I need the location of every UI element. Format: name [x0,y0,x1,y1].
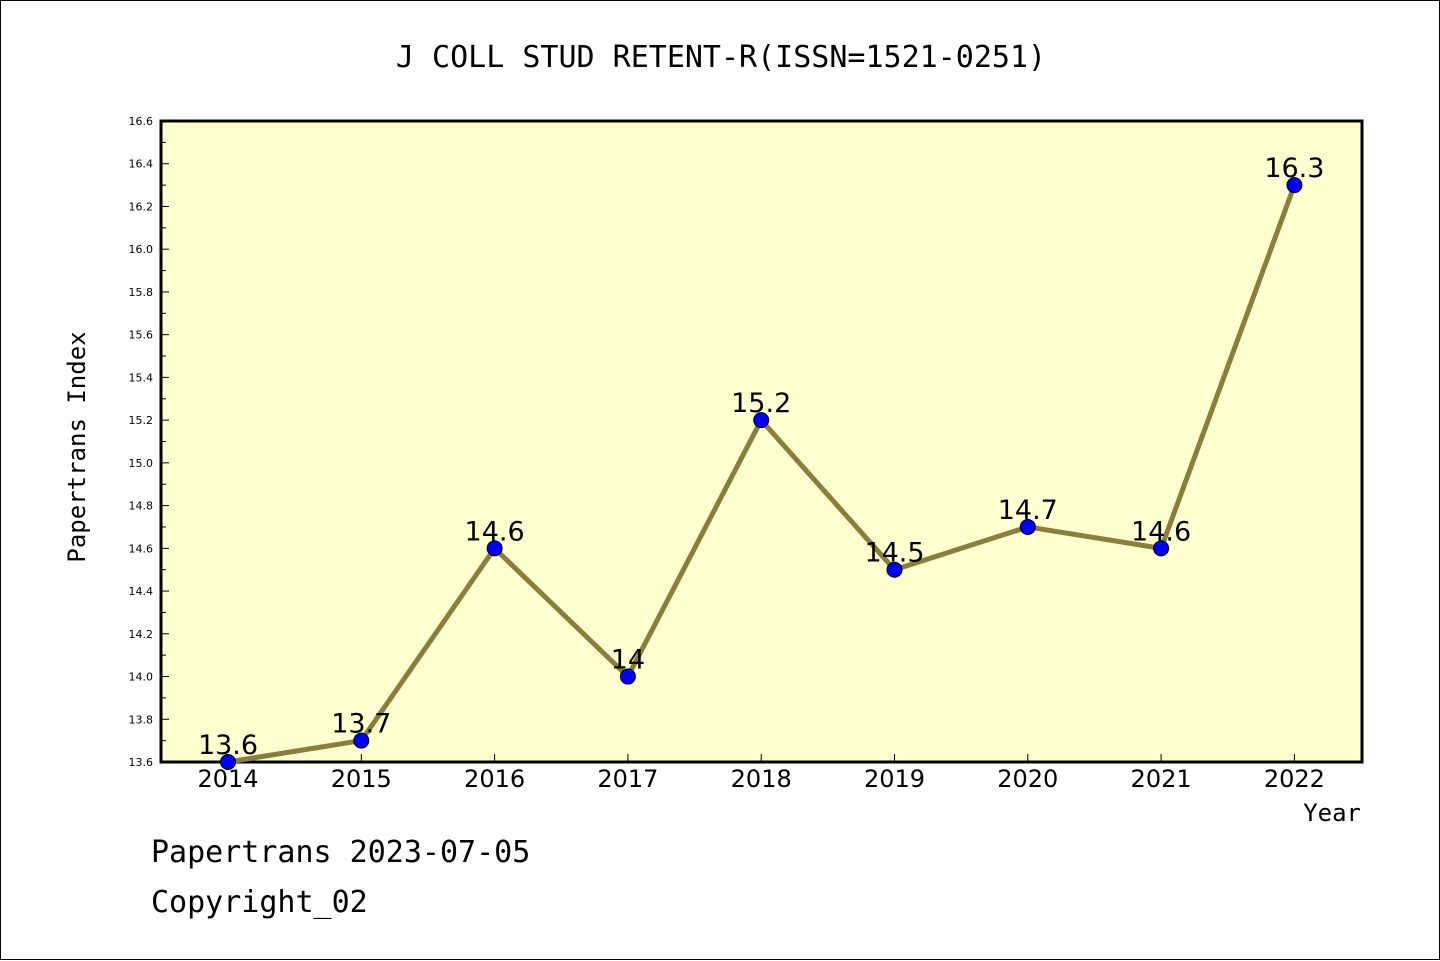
data-point [353,732,370,749]
y-tick-label: 15.2 [129,414,154,427]
data-point [486,540,503,557]
chart-title: J COLL STUD RETENT-R(ISSN=1521-0251) [396,40,1046,75]
data-label: 13.7 [331,709,391,740]
y-tick-label: 13.6 [129,756,154,769]
y-tick-label: 14.2 [129,628,154,641]
y-tick-label: 16.0 [129,243,154,256]
y-tick-label: 14.4 [129,585,154,598]
y-axis-ticks: 13.6 13.8 14.0 14.2 14.4 14.6 14.8 15.0 15.2 15.4… [129,115,169,769]
y-tick-label: 15.0 [129,457,154,470]
x-tick-label: 2015 [331,765,392,793]
x-tick-label: 2020 [997,765,1058,793]
data-label: 14 [611,645,645,676]
y-tick-label: 14.0 [129,671,154,684]
y-tick-label: 16.4 [129,158,154,171]
y-tick-label: 15.6 [129,329,154,342]
x-tick-label: 2017 [597,765,658,793]
data-label: 14.7 [998,495,1058,526]
data-label: 15.2 [731,388,791,419]
y-axis-label: Papertrans Index [63,331,91,562]
x-axis-ticks: 2014 2015 2016 2017 2018 2019 2020 2021 2022 [197,754,1325,793]
footer-credit: Papertrans 2023-07-05 [151,835,531,870]
data-point [1019,518,1036,535]
data-point [619,668,636,685]
data-label: 13.6 [198,730,258,761]
y-tick-label: 15.8 [129,286,154,299]
y-tick-label: 16.6 [129,115,154,128]
data-label: 14.5 [864,538,924,569]
data-point [886,561,903,578]
x-tick-label: 2018 [731,765,792,793]
data-label: 14.6 [1131,516,1191,547]
data-label: 14.6 [465,516,525,547]
y-tick-label: 14.8 [129,500,154,513]
x-tick-label: 2022 [1264,765,1325,793]
x-tick-label: 2016 [464,765,525,793]
y-tick-label: 14.6 [129,542,154,555]
data-point [1153,540,1170,557]
x-tick-label: 2019 [864,765,925,793]
series-layer: 13.6 13.7 14.6 14 15.2 14.5 14.7 14.6 16.3 [198,153,1324,770]
y-tick-label: 15.4 [129,371,154,384]
plot-area [159,119,1364,764]
y-tick-label: 13.8 [129,713,154,726]
data-point [1286,177,1303,194]
x-axis-label: Year [1303,799,1361,827]
x-tick-label: 2021 [1131,765,1192,793]
y-tick-label: 16.2 [129,200,154,213]
data-point [220,754,236,770]
data-label: 16.3 [1264,153,1324,184]
footer-copyright: Copyright_02 [151,885,368,920]
data-point [753,412,770,429]
